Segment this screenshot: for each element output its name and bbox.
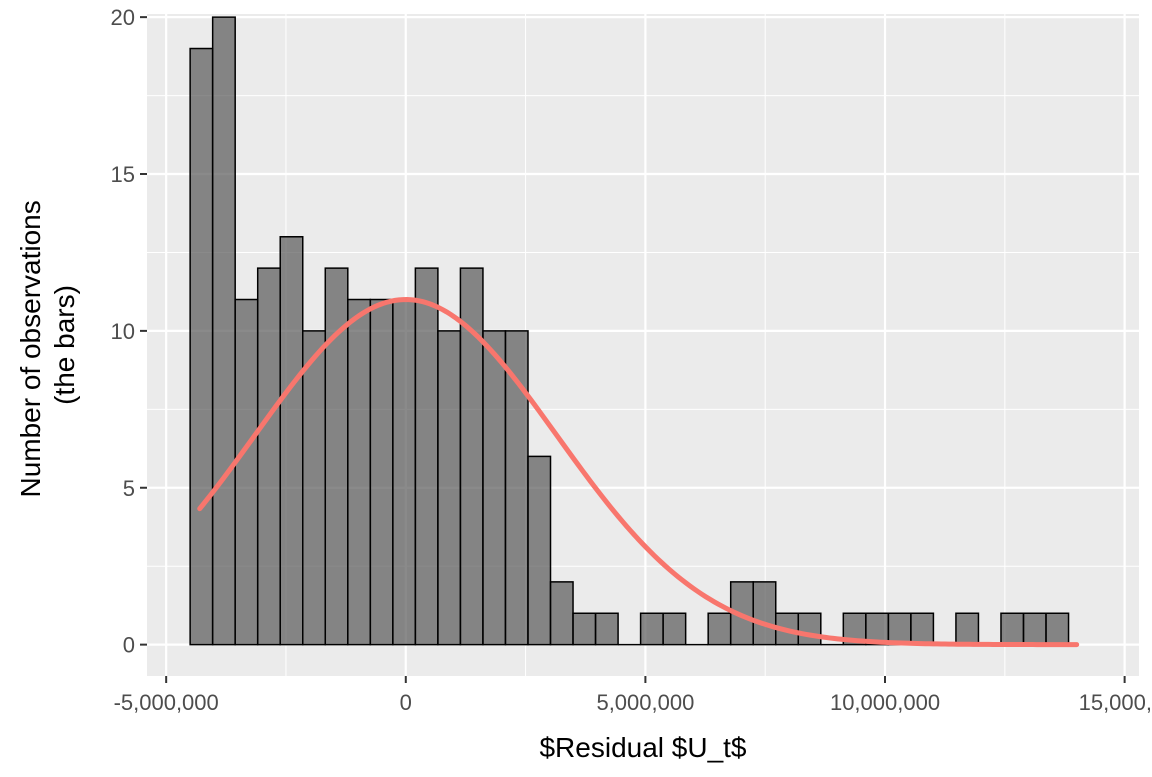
histogram-bar — [392, 298, 417, 646]
x-axis-title: $Residual $U_t$ — [539, 732, 746, 763]
histogram-bar — [1045, 612, 1070, 646]
histogram-bar — [707, 612, 732, 646]
x-tick-label: 5,000,000 — [596, 690, 694, 715]
histogram-bar — [572, 612, 597, 646]
y-tick-label: 5 — [123, 476, 135, 501]
histogram-bar — [549, 581, 574, 646]
x-tick-label: 0 — [400, 690, 412, 715]
y-tick-labels: 0 5 10 15 20 — [111, 5, 135, 657]
histogram-bar — [910, 612, 935, 646]
x-tick-label: 15,000, — [1079, 690, 1152, 715]
density-curve — [197, 297, 1080, 648]
axis-ticks — [140, 16, 1126, 683]
histogram-bar — [752, 581, 777, 646]
histogram-bar — [482, 330, 507, 646]
histogram-bar — [301, 330, 327, 646]
y-tick-label: 20 — [111, 5, 135, 30]
x-tick-labels: -5,000,000 0 5,000,000 10,000,000 15,000, — [114, 690, 1152, 715]
y-axis-title: Number of observations (the bars) — [15, 192, 80, 497]
histogram-bar — [797, 612, 822, 646]
y-tick-label: 0 — [123, 633, 135, 658]
histogram-bar — [594, 612, 619, 646]
histogram-bar — [414, 267, 439, 646]
histogram-bar — [955, 612, 980, 646]
y-axis-title-line-2: (the bars) — [49, 285, 80, 405]
histogram-bar — [369, 298, 394, 646]
histogram-bar — [662, 612, 687, 646]
histogram-bar — [639, 612, 664, 646]
x-tick-label: 10,000,000 — [830, 690, 940, 715]
histogram-bar — [279, 236, 304, 646]
histogram-bar — [527, 455, 552, 646]
histogram-bar — [437, 330, 462, 646]
y-tick-label: 15 — [111, 162, 135, 187]
histogram-bar — [1022, 612, 1047, 646]
histogram-bar — [211, 16, 236, 646]
y-tick-label: 10 — [111, 319, 135, 344]
histogram-bar — [256, 267, 281, 646]
histogram-bar — [887, 612, 912, 646]
histogram-bar — [1000, 612, 1025, 646]
histogram-bar — [347, 298, 372, 646]
histogram-bars — [189, 16, 1070, 646]
x-tick-label: -5,000,000 — [114, 690, 219, 715]
histogram-bar — [189, 47, 214, 646]
y-axis-title-line-1: Number of observations — [15, 200, 46, 497]
histogram-bar — [234, 298, 259, 646]
